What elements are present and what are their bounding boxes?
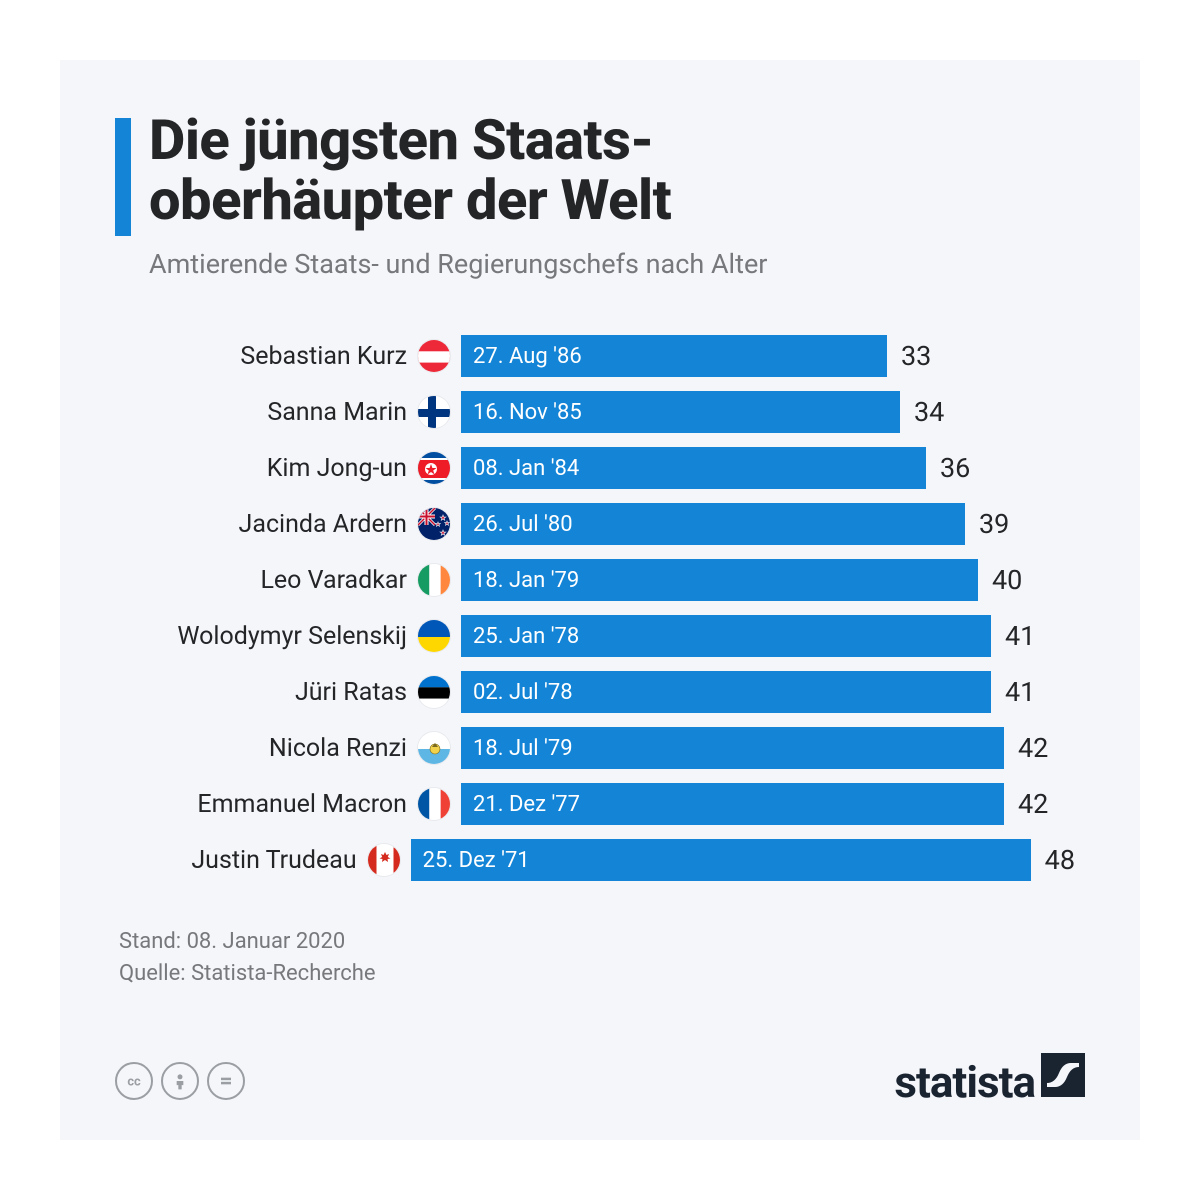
bar: 25. Jan '78	[461, 615, 991, 657]
bar: 26. Jul '80	[461, 503, 965, 545]
chart-row: Nicola Renzi 18. Jul '79 42	[135, 720, 1075, 776]
nd-icon	[207, 1062, 245, 1100]
flag-icon	[417, 787, 451, 821]
leader-name: Kim Jong-un	[135, 454, 417, 483]
leader-name: Sebastian Kurz	[135, 342, 417, 371]
chart-row: Leo Varadkar 18. Jan '79 40	[135, 552, 1075, 608]
bar-date-label: 26. Jul '80	[473, 512, 573, 537]
accent-bar	[115, 118, 131, 236]
leader-name: Leo Varadkar	[135, 566, 417, 595]
bar: 21. Dez '77	[461, 783, 1004, 825]
leader-name: Jüri Ratas	[135, 678, 417, 707]
bar-wrap: 18. Jul '79 42	[461, 727, 1075, 769]
bar-date-label: 02. Jul '78	[473, 680, 573, 705]
bar-value: 41	[1005, 620, 1035, 652]
infographic-card: Die jüngsten Staats- oberhäupter der Wel…	[60, 60, 1140, 1140]
title-row: Die jüngsten Staats- oberhäupter der Wel…	[115, 110, 1085, 236]
chart-row: Wolodymyr Selenskij 25. Jan '78 41	[135, 608, 1075, 664]
subtitle: Amtierende Staats- und Regierungschefs n…	[149, 248, 1085, 280]
bar: 18. Jul '79	[461, 727, 1004, 769]
bar-date-label: 21. Dez '77	[473, 792, 580, 817]
flag-icon	[367, 843, 401, 877]
bar-wrap: 25. Jan '78 41	[461, 615, 1075, 657]
bar-wrap: 25. Dez '71 48	[411, 839, 1075, 881]
bar-value: 42	[1018, 732, 1048, 764]
bar: 27. Aug '86	[461, 335, 887, 377]
bar-date-label: 25. Dez '71	[423, 848, 530, 873]
bar: 08. Jan '84	[461, 447, 926, 489]
page-title: Die jüngsten Staats- oberhäupter der Wel…	[149, 110, 671, 231]
flag-icon	[417, 731, 451, 765]
cc-icon: cc	[115, 1062, 153, 1100]
bar-chart: Sebastian Kurz 27. Aug '86 33 Sanna Mari…	[135, 328, 1075, 888]
bar-wrap: 27. Aug '86 33	[461, 335, 1075, 377]
cc-license-icons: cc	[115, 1062, 245, 1100]
bar-wrap: 08. Jan '84 36	[461, 447, 1075, 489]
chart-row: Jacinda Ardern 26. Jul '80 39	[135, 496, 1075, 552]
leader-name: Wolodymyr Selenskij	[135, 622, 417, 651]
leader-name: Sanna Marin	[135, 398, 417, 427]
title-line-1: Die jüngsten Staats-	[149, 107, 653, 173]
bar-value: 41	[1005, 676, 1035, 708]
chart-row: Kim Jong-un 08. Jan '84 36	[135, 440, 1075, 496]
by-icon	[161, 1062, 199, 1100]
svg-text:cc: cc	[127, 1074, 141, 1089]
chart-row: Sanna Marin 16. Nov '85 34	[135, 384, 1075, 440]
leader-name: Emmanuel Macron	[135, 790, 417, 819]
bar-value: 36	[940, 452, 970, 484]
chart-row: Sebastian Kurz 27. Aug '86 33	[135, 328, 1075, 384]
chart-row: Emmanuel Macron 21. Dez '77 42	[135, 776, 1075, 832]
chart-row: Justin Trudeau 25. Dez '71 48	[135, 832, 1075, 888]
flag-icon	[417, 451, 451, 485]
leader-name: Justin Trudeau	[135, 846, 367, 875]
chart-row: Jüri Ratas 02. Jul '78 41	[135, 664, 1075, 720]
bar: 02. Jul '78	[461, 671, 991, 713]
brand-mark-icon	[1041, 1053, 1085, 1097]
bar-wrap: 16. Nov '85 34	[461, 391, 1075, 433]
bar-date-label: 18. Jul '79	[473, 736, 573, 761]
title-line-2: oberhäupter der Welt	[149, 167, 671, 233]
bar: 18. Jan '79	[461, 559, 978, 601]
flag-icon	[417, 563, 451, 597]
bar-value: 40	[992, 564, 1022, 596]
bottom-row: cc statista	[115, 1053, 1085, 1108]
footer-date: Stand: 08. Januar 2020	[119, 926, 1085, 958]
bar-wrap: 02. Jul '78 41	[461, 671, 1075, 713]
bar-value: 48	[1045, 844, 1075, 876]
footer-source: Quelle: Statista-Recherche	[119, 958, 1085, 990]
bar-date-label: 16. Nov '85	[473, 400, 582, 425]
footer-meta: Stand: 08. Januar 2020 Quelle: Statista-…	[119, 926, 1085, 990]
bar: 25. Dez '71	[411, 839, 1031, 881]
bar-value: 42	[1018, 788, 1048, 820]
flag-icon	[417, 507, 451, 541]
flag-icon	[417, 339, 451, 373]
bar-date-label: 08. Jan '84	[473, 456, 579, 481]
leader-name: Nicola Renzi	[135, 734, 417, 763]
leader-name: Jacinda Ardern	[135, 510, 417, 539]
flag-icon	[417, 395, 451, 429]
flag-icon	[417, 619, 451, 653]
bar-wrap: 21. Dez '77 42	[461, 783, 1075, 825]
bar-date-label: 27. Aug '86	[473, 344, 582, 369]
statista-logo: statista	[894, 1053, 1085, 1108]
flag-icon	[417, 675, 451, 709]
bar-value: 39	[979, 508, 1009, 540]
bar-wrap: 18. Jan '79 40	[461, 559, 1075, 601]
brand-text: statista	[894, 1056, 1035, 1108]
bar-date-label: 25. Jan '78	[473, 624, 579, 649]
bar-wrap: 26. Jul '80 39	[461, 503, 1075, 545]
bar: 16. Nov '85	[461, 391, 900, 433]
bar-date-label: 18. Jan '79	[473, 568, 579, 593]
bar-value: 34	[914, 396, 944, 428]
bar-value: 33	[901, 340, 931, 372]
